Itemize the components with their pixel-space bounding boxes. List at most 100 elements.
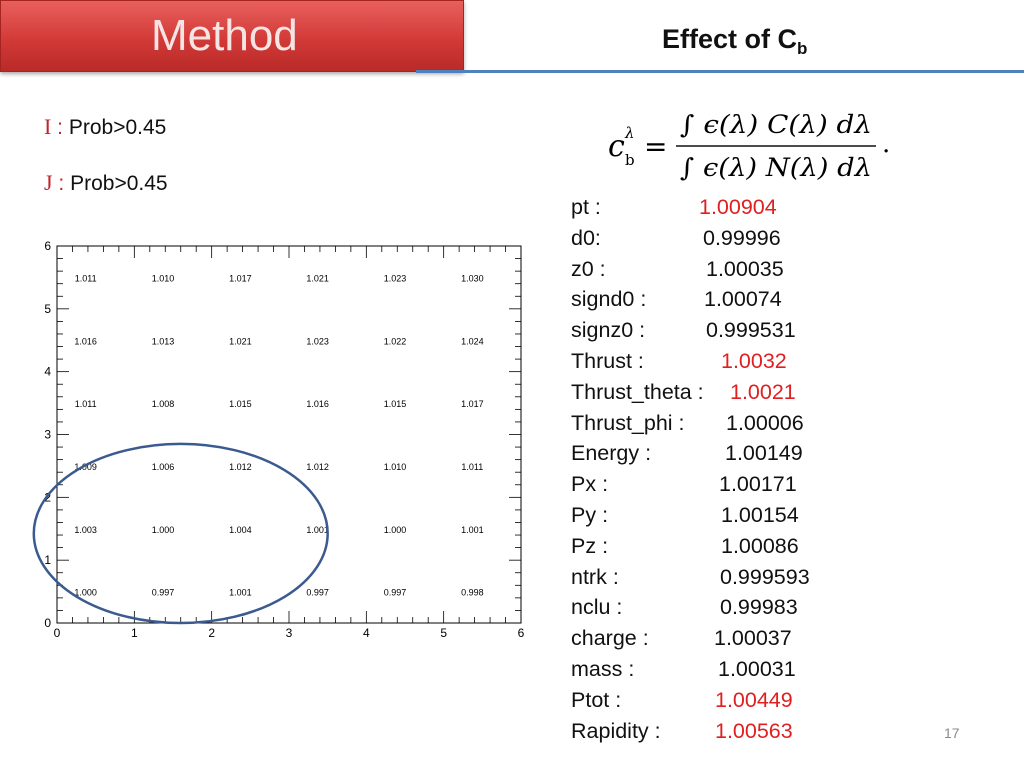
formula-lhs: c — [608, 129, 625, 164]
variable-label: signd0 : — [571, 287, 647, 312]
condition-colon: : — [58, 172, 65, 195]
variable-label: Thrust_phi : — [571, 410, 685, 435]
slide-title: Effect of Cb — [662, 24, 807, 59]
x-tick-label: 3 — [286, 626, 293, 640]
variable-value: 0.999531 — [706, 318, 796, 343]
cell-value: 1.004 — [229, 525, 252, 535]
variable-value: 1.00074 — [704, 287, 782, 312]
cell-value: 0.997 — [306, 588, 329, 598]
variable-value: 1.00149 — [725, 441, 803, 466]
variable-value: 1.00904 — [699, 195, 777, 219]
cell-value: 1.013 — [152, 336, 175, 346]
condition-i: I : Prob>0.45 — [44, 114, 166, 140]
cell-value: 1.011 — [461, 462, 483, 472]
section-title: Method — [151, 11, 298, 60]
cell-value: 1.010 — [384, 462, 407, 472]
variable-label: Pz : — [571, 533, 609, 558]
condition-letter: J — [44, 170, 53, 195]
cell-value: 1.009 — [74, 462, 97, 472]
variable-label: mass : — [571, 657, 635, 681]
formula-lhs-sub: b — [625, 151, 635, 169]
cell-value: 1.011 — [75, 399, 97, 409]
y-tick-label: 0 — [44, 616, 51, 630]
x-tick-label: 0 — [54, 626, 61, 640]
cell-value: 1.012 — [306, 462, 329, 472]
variable-value: 0.99983 — [720, 595, 798, 620]
cell-value: 1.016 — [74, 336, 97, 346]
cell-value: 1.001 — [229, 588, 252, 598]
condition-colon: : — [57, 116, 64, 139]
cell-value: 1.000 — [384, 525, 407, 535]
cell-value: 1.012 — [229, 462, 252, 472]
x-tick-label: 6 — [518, 626, 525, 640]
highlight-ellipse — [32, 442, 329, 625]
variable-label: ntrk : — [571, 564, 619, 589]
formula-lhs-sup: λ — [624, 124, 635, 142]
variable-label: Py : — [571, 503, 609, 527]
cell-value: 1.021 — [229, 336, 252, 346]
variable-value: 1.0032 — [721, 349, 787, 373]
section-banner: Method — [0, 0, 464, 72]
variable-value: 1.00449 — [715, 687, 793, 712]
y-tick-label: 4 — [44, 365, 51, 379]
cell-value: 1.001 — [461, 525, 484, 535]
variable-value: 1.00154 — [721, 503, 799, 527]
cell-value: 0.997 — [384, 588, 407, 598]
cell-value: 1.015 — [229, 399, 252, 409]
cell-value: 1.030 — [461, 273, 484, 283]
cell-value: 0.998 — [461, 588, 484, 598]
cell-value: 1.017 — [229, 273, 252, 283]
cell-value: 0.997 — [152, 588, 175, 598]
variable-value: 1.00035 — [706, 256, 784, 281]
variable-value: 1.00086 — [721, 533, 799, 558]
cell-value: 1.011 — [75, 273, 97, 283]
cell-value: 1.015 — [384, 399, 407, 409]
variable-value: 0.99996 — [703, 225, 781, 250]
variable-label: signz0 : — [571, 318, 646, 343]
condition-j: J : Prob>0.45 — [44, 170, 168, 196]
condition-text: Prob>0.45 — [70, 172, 168, 195]
variable-label: Energy : — [571, 441, 652, 466]
cell-value: 1.023 — [384, 273, 407, 283]
variable-label: Thrust : — [571, 349, 644, 373]
formula-denominator: ∫ ϵ(λ) N(λ) dλ — [680, 153, 872, 182]
variable-value: 1.00563 — [715, 718, 793, 743]
condition-letter: I — [44, 114, 52, 139]
y-tick-label: 3 — [44, 428, 51, 442]
y-tick-label: 6 — [44, 239, 51, 253]
variable-label: charge : — [571, 626, 649, 651]
variable-label: pt : — [571, 195, 601, 219]
cell-value: 1.023 — [306, 336, 329, 346]
variable-label: nclu : — [571, 595, 623, 620]
x-tick-label: 2 — [208, 626, 215, 640]
cb-formula: c λ b = ∫ ϵ(λ) C(λ) dλ ∫ ϵ(λ) N(λ) dλ . — [608, 110, 890, 182]
slide-title-main: Effect of C — [662, 24, 797, 54]
variable-label: Rapidity : — [571, 718, 661, 743]
cell-value: 1.000 — [74, 588, 97, 598]
formula-equals: = — [644, 130, 667, 163]
variable-value: 1.00171 — [719, 472, 797, 497]
variable-label: Px : — [571, 472, 609, 497]
formula-numerator: ∫ ϵ(λ) C(λ) dλ — [680, 110, 872, 139]
slide-title-subscript: b — [797, 39, 808, 58]
formula-period: . — [882, 129, 890, 159]
cell-value: 1.003 — [74, 525, 97, 535]
page-number: 17 — [944, 725, 960, 741]
cell-value: 1.017 — [461, 399, 484, 409]
condition-text: Prob>0.45 — [68, 116, 167, 139]
variable-value: 1.00006 — [726, 410, 804, 435]
cell-value: 1.006 — [152, 462, 175, 472]
variable-value: 1.00031 — [718, 657, 796, 681]
cell-value: 1.010 — [152, 273, 175, 283]
variable-value: 1.0021 — [730, 379, 796, 404]
cell-value: 1.008 — [152, 399, 175, 409]
cell-value: 1.001 — [306, 525, 329, 535]
variable-label: Thrust_theta : — [571, 379, 704, 404]
y-tick-label: 5 — [44, 302, 51, 316]
variable-label: d0: — [571, 225, 601, 250]
cell-value: 1.022 — [384, 336, 407, 346]
variable-label: Ptot : — [571, 687, 622, 712]
title-underline — [416, 70, 1024, 73]
